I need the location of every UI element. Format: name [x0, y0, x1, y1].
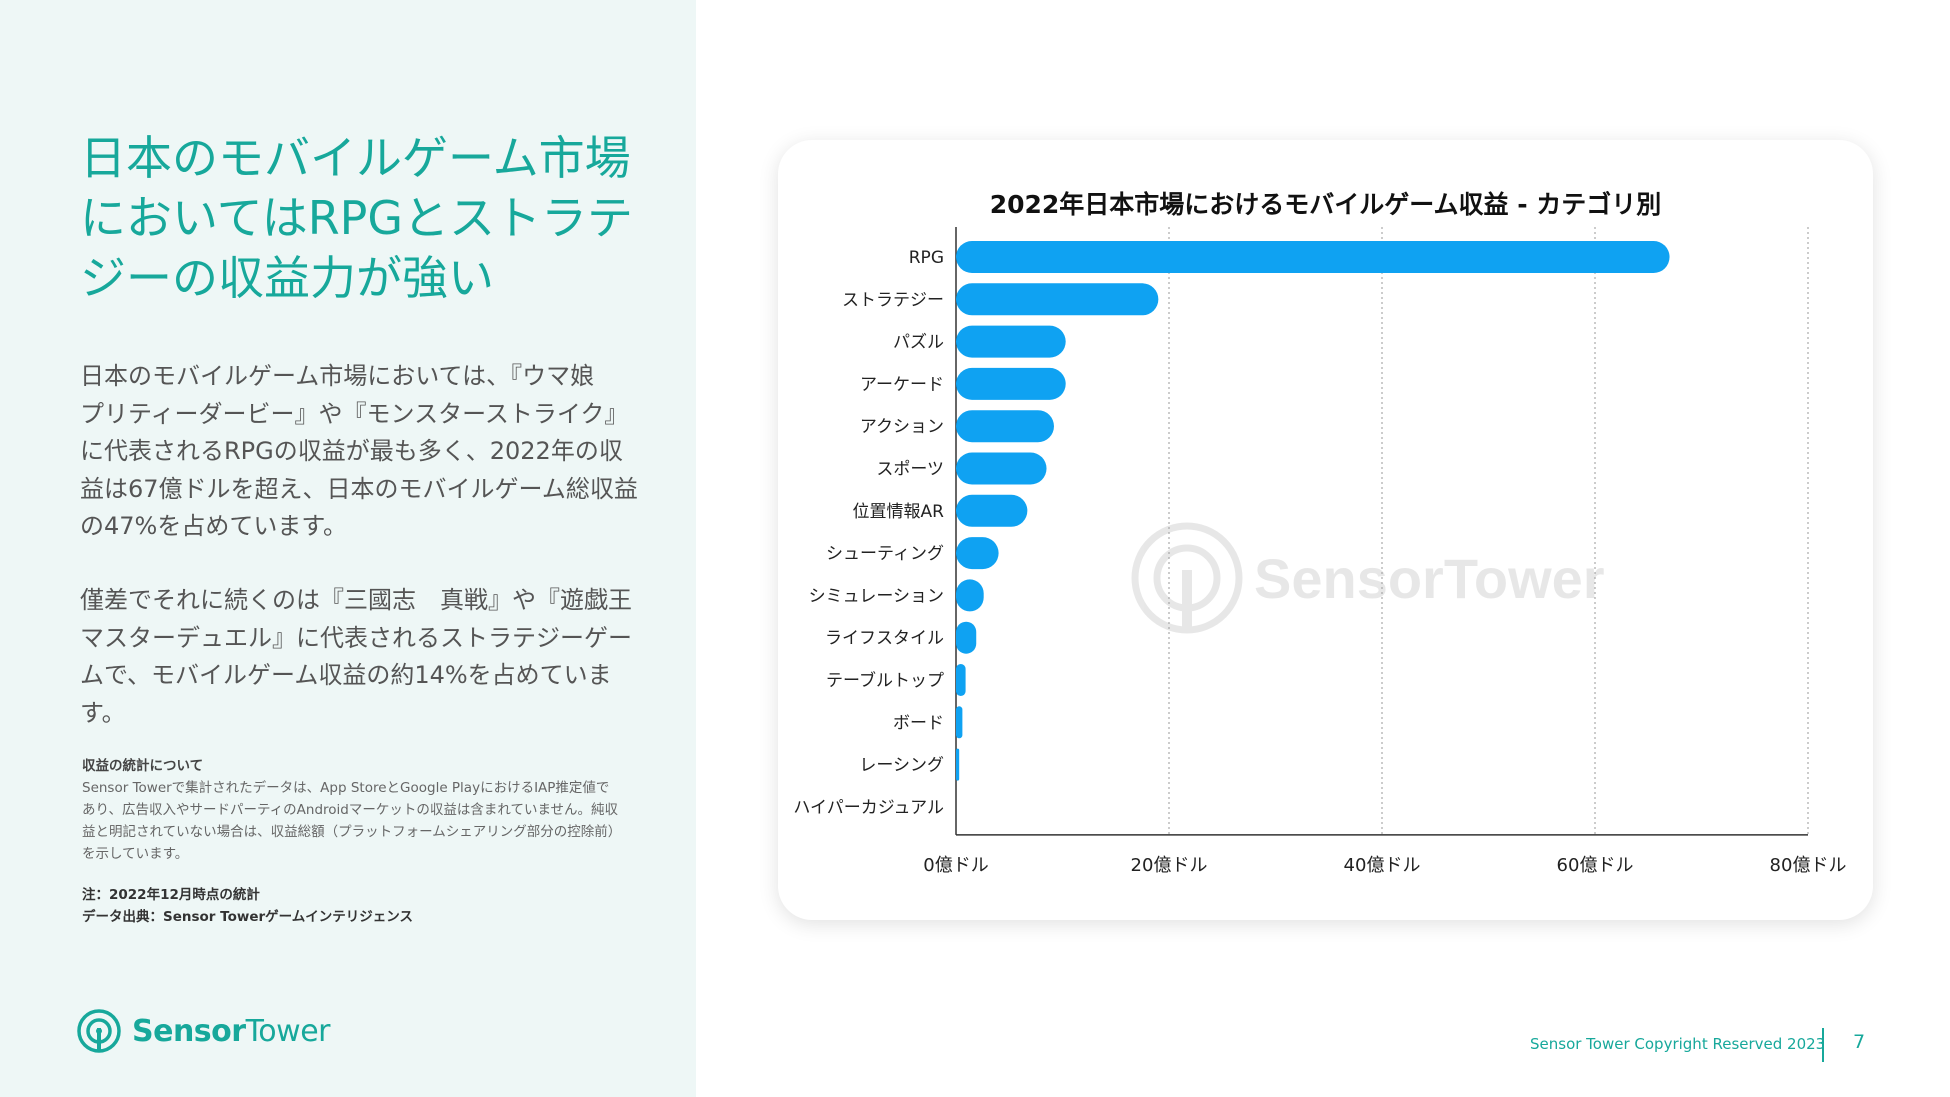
category-label: RPG: [909, 248, 944, 268]
x-tick-label: 80億ドル: [1770, 855, 1847, 876]
bar: [956, 748, 960, 781]
page-number: 7: [1853, 1031, 1866, 1053]
category-label: ストラテジー: [842, 290, 944, 310]
body-paragraph-1: 日本のモバイルゲーム市場においては、『ウマ娘 プリティーダービー』や『モンスター…: [80, 362, 638, 540]
notes-title: 収益の統計について: [82, 758, 204, 774]
category-label: ボード: [893, 713, 944, 733]
sensor-tower-watermark: SensorTower: [1131, 522, 1605, 634]
revenue-notes: 収益の統計について Sensor Towerで集計されたデータは、App Sto…: [82, 755, 622, 865]
chart-card: 2022年日本市場におけるモバイルゲーム収益 - カテゴリ別 SensorTow…: [778, 140, 1873, 920]
footer-divider: [1822, 1028, 1824, 1062]
date-note: 注：2022年12月時点の統計: [82, 887, 260, 903]
bar: [956, 494, 1028, 527]
footer-copyright: Sensor Tower Copyright Reserved 2023: [1530, 1035, 1826, 1053]
x-tick-label: 20億ドル: [1131, 855, 1208, 876]
bar: [956, 325, 1066, 358]
category-label: パズル: [893, 333, 944, 353]
category-label: アーケード: [860, 375, 944, 395]
category-label: 位置情報AR: [853, 502, 945, 522]
category-label: シミュレーション: [809, 586, 944, 606]
page-headline: 日本のモバイルゲーム市場においてはRPGとストラテジーの収益力が強い: [80, 131, 634, 305]
brand-logo: SensorTower: [76, 1008, 331, 1054]
left-panel: [0, 0, 696, 1097]
category-label: テーブルトップ: [826, 670, 944, 691]
x-tick-label: 40億ドル: [1344, 855, 1421, 876]
bar-chart: SensorTower RPG ストラテジーパズルアーケードアクションスポーツ位置…: [793, 227, 1847, 876]
bar: [956, 283, 1159, 316]
bar: [956, 579, 984, 612]
x-tick-label: 60億ドル: [1557, 855, 1634, 876]
notes-meta: 注：2022年12月時点の統計 データ出典：Sensor Towerゲームインテ…: [82, 884, 413, 928]
bar: [956, 706, 963, 739]
category-label: ライフスタイル: [825, 629, 944, 649]
category-label: レーシング: [859, 756, 944, 776]
bar: [956, 537, 999, 570]
category-label: シューティング: [826, 544, 944, 564]
watermark-text: SensorTower: [1254, 547, 1605, 610]
bar: [956, 664, 966, 696]
bar: [956, 452, 1047, 485]
brand-name: SensorTower: [132, 1013, 331, 1049]
category-label: アクション: [860, 417, 944, 437]
bar: [956, 241, 1670, 273]
bar: [956, 410, 1054, 443]
bar: [956, 367, 1066, 400]
bar: [956, 621, 977, 654]
body-paragraph-2: 僅差でそれに続くのは『三國志 真戦』や『遊戯王 マスターデュエル』に代表されるス…: [80, 586, 656, 727]
x-tick-label: 0億ドル: [923, 855, 988, 876]
notes-body: Sensor Towerで集計されたデータは、App StoreとGoogle …: [82, 780, 622, 862]
sensor-tower-logo-icon: [77, 1009, 121, 1053]
category-label: ハイパーカジュアル: [793, 798, 944, 818]
category-label: スポーツ: [876, 460, 944, 480]
chart-title: 2022年日本市場におけるモバイルゲーム収益 - カテゴリ別: [989, 190, 1662, 219]
data-source: データ出典：Sensor Towerゲームインテリジェンス: [82, 909, 413, 925]
